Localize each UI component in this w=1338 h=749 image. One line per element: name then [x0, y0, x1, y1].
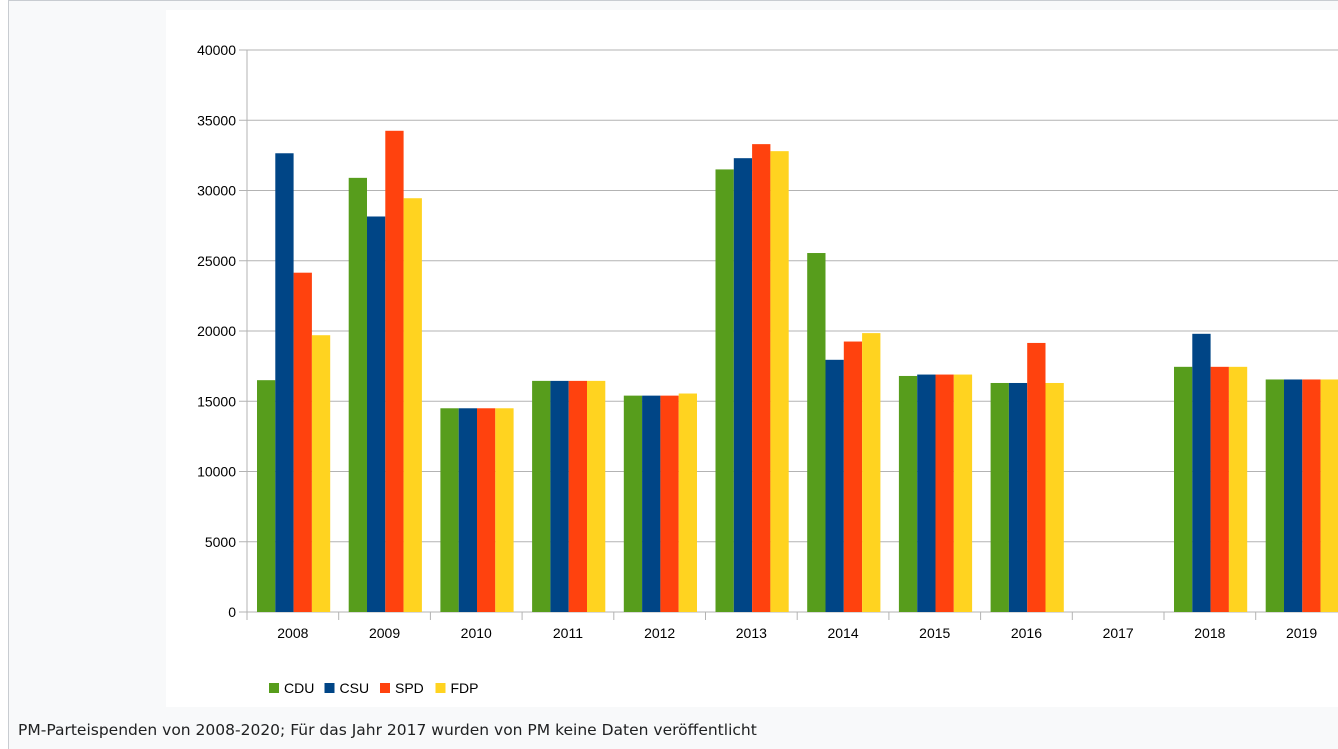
bar-csu-2011 [550, 380, 569, 612]
x-tick-label: 2008 [277, 625, 308, 641]
bar-cdu-2018 [1174, 366, 1193, 612]
bar-cdu-2016 [990, 382, 1009, 612]
bar-fdp-2008 [311, 335, 331, 612]
legend-label-csu: CSU [340, 680, 370, 696]
y-tick-label: 10000 [197, 464, 236, 480]
bar-fdp-2009 [403, 198, 422, 613]
bar-spd-2009 [385, 130, 404, 612]
bar-cdu-2013 [715, 169, 734, 613]
y-tick-label: 30000 [197, 183, 236, 199]
legend-label-spd: SPD [395, 680, 424, 696]
legend-label-fdp: FDP [451, 680, 479, 696]
x-tick-label: 2015 [919, 625, 950, 641]
bar-spd-2010 [477, 408, 496, 612]
y-tick-label: 0 [228, 604, 236, 620]
bar-cdu-2014 [807, 253, 826, 612]
bar-cdu-2015 [898, 375, 918, 612]
bar-spd-2014 [843, 341, 863, 612]
x-tick-label: 2016 [1011, 625, 1042, 641]
x-tick-label: 2011 [553, 625, 583, 641]
bar-cdu-2012 [623, 395, 643, 612]
y-tick-label: 15000 [197, 393, 236, 409]
bar-csu-2016 [1008, 382, 1028, 612]
bar-cdu-2009 [348, 177, 367, 613]
bar-spd-2013 [752, 144, 771, 612]
bar-fdp-2018 [1228, 366, 1248, 612]
bar-csu-2013 [733, 158, 753, 612]
bar-spd-2012 [660, 395, 679, 612]
bar-spd-2016 [1027, 342, 1046, 612]
bar-fdp-2016 [1045, 382, 1064, 612]
x-tick-label: 2012 [644, 625, 675, 641]
legend-swatch-fdp [435, 683, 446, 693]
y-tick-label: 40000 [197, 42, 236, 58]
bar-spd-2018 [1210, 366, 1229, 612]
bar-fdp-2010 [495, 408, 514, 612]
legend-swatch-spd [380, 683, 390, 693]
bar-csu-2018 [1192, 333, 1211, 612]
y-axis-ticks: 0 5000 10000 15000 20000 25000 30000 35000 40000 [197, 42, 236, 620]
x-tick-label: 2009 [369, 625, 400, 641]
x-tick-label: 2014 [827, 625, 858, 641]
bars [257, 130, 1338, 613]
bar-cdu-2010 [440, 408, 459, 612]
legend: CDU CSU SPD FDP [269, 680, 479, 696]
bar-spd-2019 [1302, 379, 1321, 612]
x-tick-label: 2010 [461, 625, 492, 641]
x-tick-label: 2013 [736, 625, 767, 641]
bar-cdu-2011 [532, 380, 551, 612]
y-tick-label: 25000 [197, 253, 236, 269]
bar-spd-2008 [293, 272, 312, 612]
y-tick-label: 35000 [197, 112, 236, 128]
figure-caption: PM-Parteispenden von 2008-2020; Für das … [18, 721, 757, 739]
bar-csu-2014 [825, 359, 844, 612]
bar-csu-2008 [275, 153, 294, 612]
x-tick-label: 2019 [1286, 625, 1317, 641]
bar-csu-2009 [367, 216, 386, 612]
bar-fdp-2019 [1320, 379, 1338, 612]
legend-swatch-csu [324, 683, 335, 693]
bar-csu-2012 [642, 395, 661, 612]
legend-swatch-cdu [269, 683, 279, 693]
y-tick-label: 5000 [205, 534, 236, 550]
bar-csu-2010 [458, 408, 477, 612]
bar-csu-2015 [917, 374, 936, 612]
x-tick-label: 2018 [1194, 625, 1225, 641]
bar-cdu-2008 [257, 380, 276, 612]
x-tick-label: 2017 [1103, 625, 1134, 641]
bar-spd-2011 [568, 380, 587, 612]
bar-fdp-2012 [678, 393, 697, 612]
legend-label-cdu: CDU [284, 680, 314, 696]
bar-fdp-2013 [770, 151, 789, 612]
bar-fdp-2011 [587, 380, 606, 612]
x-axis-ticks: 2008 2009 2010 2011 2012 2013 2014 2015 2016 2017… [277, 612, 1317, 641]
bar-spd-2015 [935, 374, 954, 612]
y-tick-label: 20000 [197, 323, 236, 339]
bar-fdp-2015 [953, 374, 973, 612]
bar-cdu-2019 [1265, 379, 1284, 612]
bar-fdp-2014 [862, 333, 881, 612]
bar-csu-2019 [1284, 379, 1303, 612]
